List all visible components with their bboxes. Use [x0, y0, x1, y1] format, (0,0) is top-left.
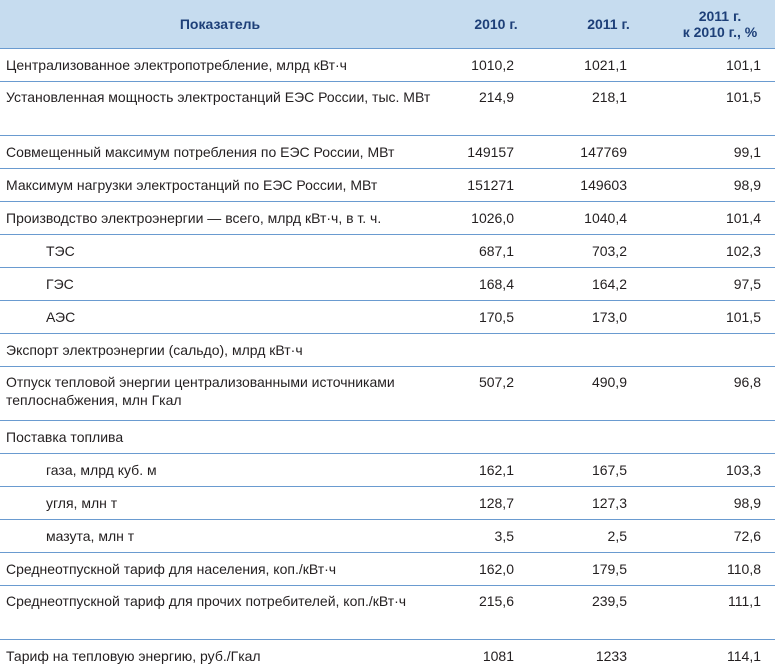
- value-cell: 99,1: [665, 136, 775, 169]
- value-cell: 114,1: [665, 640, 775, 672]
- value-cell: [665, 421, 775, 454]
- value-cell: 170,5: [440, 301, 552, 334]
- row-label: Централизованное электропотребление, млр…: [0, 49, 440, 82]
- value-cell: 101,5: [665, 301, 775, 334]
- header-line: 2011 г.: [665, 8, 775, 24]
- value-cell: [440, 421, 552, 454]
- row-label: Среднеотпускной тариф для прочих потреби…: [0, 586, 440, 640]
- table-header: Показатель 2010 г. 2011 г. 2011 г.к 2010…: [0, 0, 775, 49]
- row-label: Поставка топлива: [0, 421, 440, 454]
- table-row: Среднеотпускной тариф для населения, коп…: [0, 553, 775, 586]
- value-cell: 2,5: [552, 520, 665, 553]
- value-cell: 1021,1: [552, 49, 665, 82]
- value-cell: 703,2: [552, 235, 665, 268]
- value-cell: 96,8: [665, 367, 775, 421]
- value-cell: 127,3: [552, 487, 665, 520]
- value-cell: 102,3: [665, 235, 775, 268]
- value-cell: 151271: [440, 169, 552, 202]
- row-label: угля, млн т: [0, 487, 440, 520]
- row-label: Экспорт электроэнергии (сальдо), млрд кВ…: [0, 334, 440, 367]
- header-cell: Показатель: [0, 0, 440, 49]
- value-cell: 1040,4: [552, 202, 665, 235]
- table-body: Централизованное электропотребление, млр…: [0, 49, 775, 672]
- table-row: Поставка топлива: [0, 421, 775, 454]
- value-cell: 72,6: [665, 520, 775, 553]
- table-row: Установленная мощность электростанций ЕЭ…: [0, 82, 775, 136]
- row-label: Максимум нагрузки электростанций по ЕЭС …: [0, 169, 440, 202]
- value-cell: 215,6: [440, 586, 552, 640]
- header-cell: 2011 г.к 2010 г., %: [665, 0, 775, 49]
- row-label: мазута, млн т: [0, 520, 440, 553]
- value-cell: 179,5: [552, 553, 665, 586]
- value-cell: 164,2: [552, 268, 665, 301]
- row-label: АЭС: [0, 301, 440, 334]
- value-cell: 490,9: [552, 367, 665, 421]
- value-cell: [665, 334, 775, 367]
- value-cell: 128,7: [440, 487, 552, 520]
- value-cell: 173,0: [552, 301, 665, 334]
- row-label: Среднеотпускной тариф для населения, коп…: [0, 553, 440, 586]
- table-row: Централизованное электропотребление, млр…: [0, 49, 775, 82]
- value-cell: 98,9: [665, 487, 775, 520]
- value-cell: 147769: [552, 136, 665, 169]
- header-cell: 2010 г.: [440, 0, 552, 49]
- value-cell: 101,1: [665, 49, 775, 82]
- value-cell: 3,5: [440, 520, 552, 553]
- value-cell: 167,5: [552, 454, 665, 487]
- row-label: ТЭС: [0, 235, 440, 268]
- value-cell: 214,9: [440, 82, 552, 136]
- table-row: Производство электроэнергии — всего, млр…: [0, 202, 775, 235]
- value-cell: 1081: [440, 640, 552, 672]
- row-label: Производство электроэнергии — всего, млр…: [0, 202, 440, 235]
- table-row: Максимум нагрузки электростанций по ЕЭС …: [0, 169, 775, 202]
- row-label: Совмещенный максимум потребления по ЕЭС …: [0, 136, 440, 169]
- value-cell: 103,3: [665, 454, 775, 487]
- row-label: ГЭС: [0, 268, 440, 301]
- value-cell: 149603: [552, 169, 665, 202]
- row-label: Отпуск тепловой энергии централизованным…: [0, 367, 440, 421]
- value-cell: 101,4: [665, 202, 775, 235]
- value-cell: 101,5: [665, 82, 775, 136]
- value-cell: 111,1: [665, 586, 775, 640]
- header-cell: 2011 г.: [552, 0, 665, 49]
- value-cell: 98,9: [665, 169, 775, 202]
- value-cell: 149157: [440, 136, 552, 169]
- value-cell: 239,5: [552, 586, 665, 640]
- table-row: Среднеотпускной тариф для прочих потреби…: [0, 586, 775, 640]
- value-cell: 1026,0: [440, 202, 552, 235]
- value-cell: 507,2: [440, 367, 552, 421]
- table-row: Совмещенный максимум потребления по ЕЭС …: [0, 136, 775, 169]
- row-label: газа, млрд куб. м: [0, 454, 440, 487]
- row-label: Установленная мощность электростанций ЕЭ…: [0, 82, 440, 136]
- value-cell: [552, 421, 665, 454]
- value-cell: [552, 334, 665, 367]
- value-cell: 97,5: [665, 268, 775, 301]
- value-cell: 110,8: [665, 553, 775, 586]
- page: Показатель 2010 г. 2011 г. 2011 г.к 2010…: [0, 0, 775, 645]
- value-cell: 1010,2: [440, 49, 552, 82]
- value-cell: 162,0: [440, 553, 552, 586]
- value-cell: 1233: [552, 640, 665, 672]
- value-cell: [440, 334, 552, 367]
- header-line: к 2010 г., %: [665, 24, 775, 40]
- table-row: Отпуск тепловой энергии централизованным…: [0, 367, 775, 421]
- value-cell: 218,1: [552, 82, 665, 136]
- value-cell: 687,1: [440, 235, 552, 268]
- value-cell: 168,4: [440, 268, 552, 301]
- row-label: Тариф на тепловую энергию, руб./Гкал: [0, 640, 440, 672]
- value-cell: 162,1: [440, 454, 552, 487]
- table-row: Экспорт электроэнергии (сальдо), млрд кВ…: [0, 334, 775, 367]
